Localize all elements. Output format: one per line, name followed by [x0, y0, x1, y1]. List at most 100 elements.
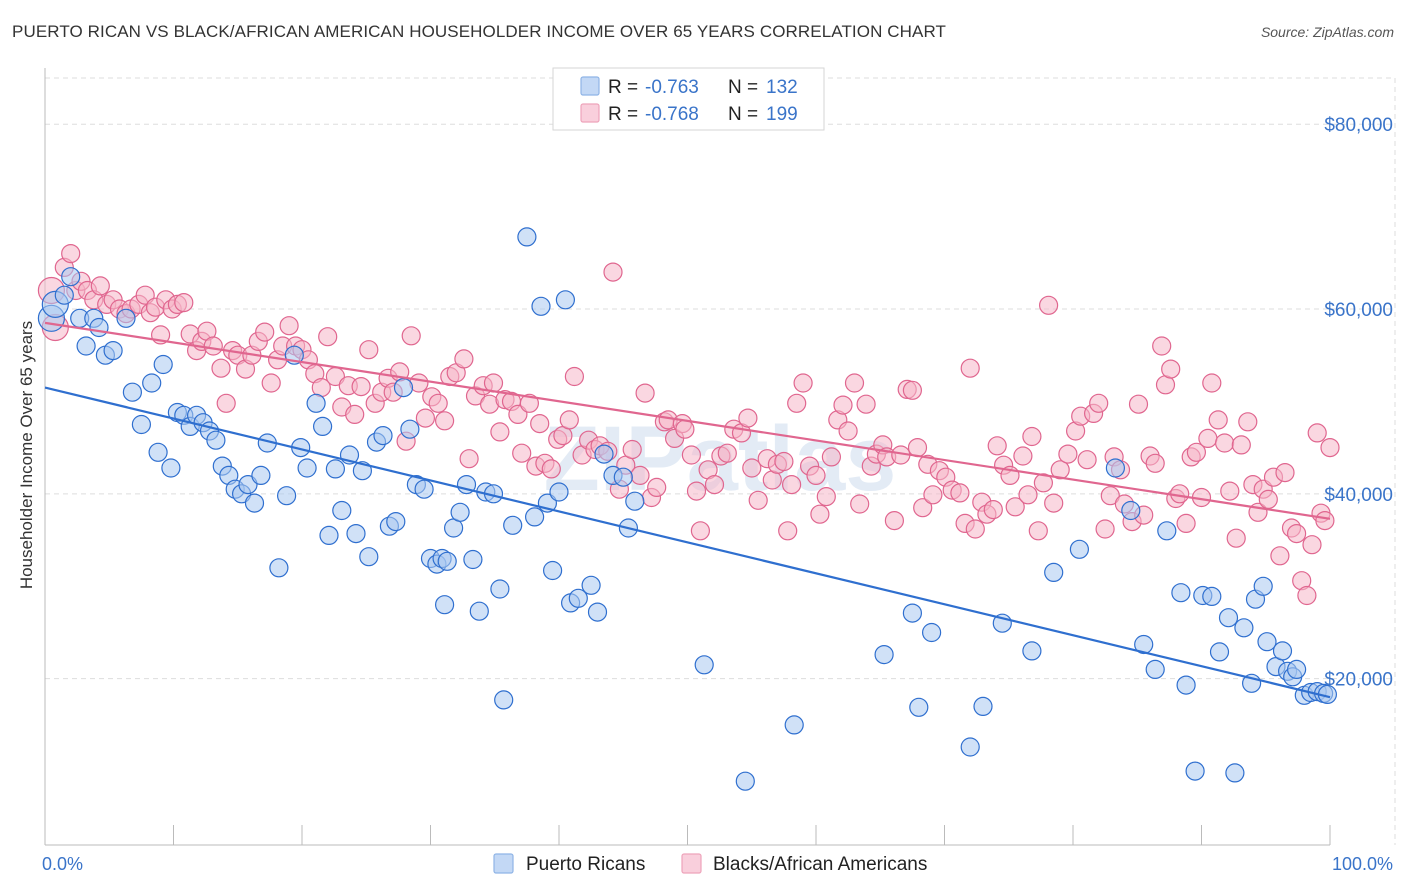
puerto-ricans-point-110: [1225, 763, 1245, 783]
blacks-point-50: [351, 377, 371, 397]
puerto-ricans-point-37: [306, 393, 326, 413]
puerto-ricans-point-71: [531, 296, 551, 316]
puerto-ricans-point-82: [613, 467, 633, 487]
puerto-ricans-point-16: [161, 458, 181, 478]
blacks-point-98: [647, 477, 667, 497]
blacks-point-176: [1100, 486, 1120, 506]
puerto-ricans-point-39: [319, 525, 339, 546]
legend-n-value-1: 132: [766, 77, 798, 98]
puerto-ricans-point-60: [450, 502, 470, 522]
blacks-point-85: [564, 366, 585, 387]
puerto-ricans-point-30: [251, 465, 271, 485]
puerto-ricans-point-59: [435, 595, 455, 615]
puerto-ricans-point-53: [414, 479, 434, 499]
legend-swatch-puerto-ricans: [580, 76, 600, 96]
puerto-ricans-point-10: [116, 308, 136, 328]
puerto-ricans-point-38: [313, 416, 333, 436]
blacks-point-22: [174, 293, 194, 313]
puerto-ricans-point-40: [325, 459, 345, 479]
blacks-point-169: [1058, 444, 1078, 464]
blacks-point-196: [1208, 410, 1228, 430]
blacks-point-114: [742, 458, 762, 478]
series-legend: Puerto Ricans Blacks/African Americans: [493, 853, 927, 875]
y-tick-label-0: $20,000: [1324, 670, 1393, 691]
blacks-point-60: [415, 408, 435, 428]
y-tick-label-2: $60,000: [1324, 300, 1393, 321]
series-puerto-ricans-points: [37, 227, 1338, 791]
puerto-ricans-point-68: [503, 515, 523, 535]
puerto-ricans-point-93: [973, 696, 993, 717]
blacks-point-201: [1238, 412, 1258, 432]
blacks-point-166: [1038, 295, 1059, 315]
puerto-ricans-point-43: [346, 523, 366, 544]
blacks-point-79: [530, 414, 550, 434]
blacks-point-165: [1033, 473, 1054, 493]
blacks-point-8: [90, 276, 110, 296]
puerto-ricans-point-11: [122, 382, 142, 402]
puerto-ricans-point-29: [244, 493, 265, 513]
blacks-point-150: [950, 483, 970, 503]
blacks-point-104: [681, 445, 702, 465]
blacks-point-153: [965, 519, 985, 539]
puerto-ricans-point-120: [1286, 659, 1307, 680]
puerto-ricans-point-101: [1145, 659, 1165, 680]
blacks-point-192: [1186, 442, 1207, 462]
blacks-point-200: [1231, 435, 1251, 455]
puerto-ricans-point-87: [784, 715, 804, 735]
blacks-point-108: [704, 475, 725, 495]
series-blacks-points: [37, 244, 1340, 606]
puerto-ricans-point-3: [61, 267, 81, 287]
trend-lines: [44, 321, 1331, 699]
puerto-ricans-point-9: [103, 341, 123, 361]
puerto-ricans-point-85: [694, 655, 714, 675]
blacks-point-212: [1297, 585, 1317, 606]
puerto-ricans-point-90: [909, 697, 929, 717]
blacks-point-94: [622, 439, 642, 460]
puerto-ricans-point-7: [89, 317, 109, 338]
blacks-point-174: [1089, 393, 1109, 413]
y-tick-label-1: $40,000: [1324, 485, 1393, 506]
blacks-point-197: [1214, 433, 1235, 453]
puerto-ricans-point-107: [1202, 586, 1222, 607]
puerto-ricans-point-5: [76, 336, 96, 356]
blacks-point-96: [635, 383, 655, 403]
puerto-ricans-point-74: [549, 482, 569, 502]
blacks-point-62: [428, 393, 448, 413]
blacks-point-126: [810, 504, 830, 524]
puerto-ricans-point-98: [1105, 458, 1126, 478]
legend-r-label-2: R =: [608, 104, 638, 125]
blacks-point-216: [1315, 510, 1335, 531]
blacks-point-205: [1258, 489, 1278, 509]
blacks-point-157: [987, 436, 1007, 456]
puerto-ricans-point-111: [1234, 618, 1254, 638]
y-tick-label-3: $80,000: [1324, 115, 1393, 136]
blacks-point-185: [1152, 336, 1172, 356]
blacks-point-36: [261, 373, 281, 393]
puerto-ricans-point-2: [54, 285, 74, 305]
blacks-point-217: [1320, 438, 1340, 458]
blacks-point-161: [1013, 446, 1033, 466]
x-tick-labels: 0.0% 100.0%: [42, 854, 1393, 874]
blacks-point-35: [255, 322, 275, 342]
puerto-ricans-point-70: [524, 507, 545, 527]
puerto-ricans-point-95: [1022, 641, 1042, 661]
puerto-ricans-trend-line: [44, 386, 1331, 699]
puerto-ricans-point-102: [1157, 521, 1177, 541]
blacks-point-131: [838, 421, 858, 441]
blacks-point-132: [844, 373, 865, 393]
puerto-ricans-point-96: [1044, 562, 1064, 583]
puerto-ricans-point-66: [490, 579, 510, 599]
blacks-point-134: [856, 394, 876, 414]
blacks-point-133: [850, 494, 870, 514]
blacks-point-199: [1226, 528, 1246, 548]
blacks-point-120: [778, 521, 798, 541]
blacks-point-51: [359, 340, 379, 360]
axes: [44, 68, 1331, 846]
blacks-point-214: [1307, 423, 1327, 443]
blacks-point-121: [781, 475, 802, 495]
puerto-ricans-point-103: [1171, 583, 1191, 603]
blacks-point-210: [1286, 523, 1307, 544]
blacks-point-76: [512, 443, 532, 463]
bottom-legend-label-blacks: Blacks/African Americans: [713, 854, 927, 875]
